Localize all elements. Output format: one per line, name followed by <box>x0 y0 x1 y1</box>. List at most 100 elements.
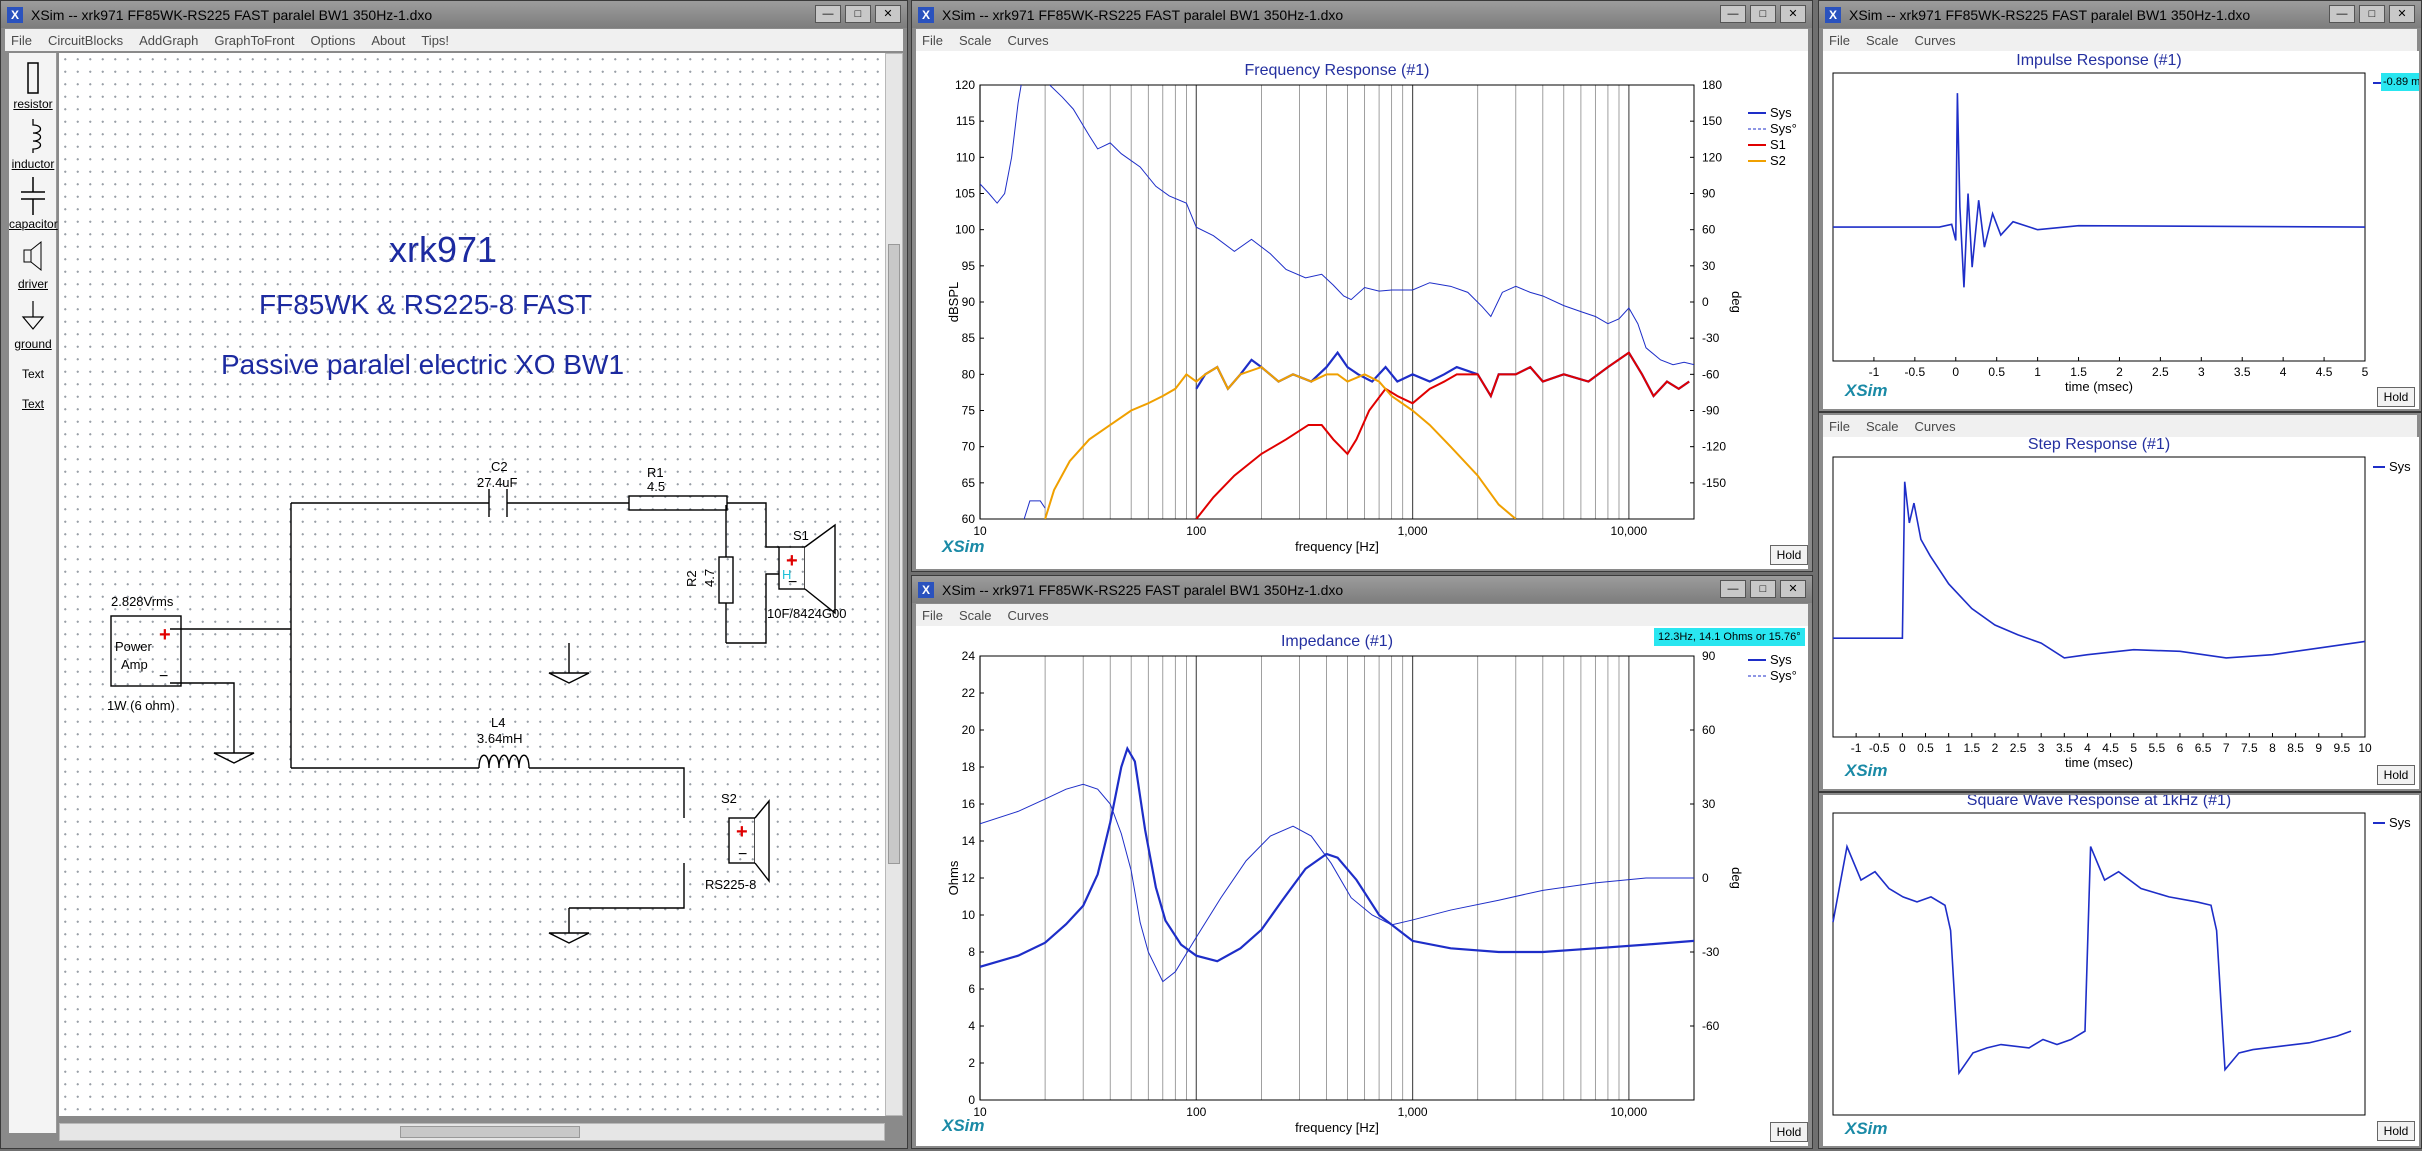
menu-file[interactable]: File <box>11 32 32 48</box>
x-tick-label: 100 <box>1186 1105 1206 1119</box>
y-tick-label: 120 <box>955 78 975 92</box>
palette-driver[interactable]: driver <box>17 277 48 291</box>
y2-axis-label: deg <box>1729 291 1744 313</box>
y2-tick-label: 60 <box>1702 223 1716 237</box>
circuit-titlebar[interactable]: X XSim -- xrk971 FF85WK-RS225 FAST paral… <box>1 1 907 28</box>
speaker-s2[interactable]: + − <box>728 799 770 884</box>
capacitor-icon[interactable] <box>19 177 47 215</box>
horizontal-scrollbar[interactable] <box>59 1123 885 1141</box>
s1-model: 10F/8424G00 <box>767 606 847 621</box>
step-menubar: File Scale Curves <box>1823 415 2417 437</box>
y2-tick-label: 150 <box>1702 114 1722 128</box>
x-tick-label: 100 <box>1186 524 1206 538</box>
resistor-r2[interactable] <box>718 556 734 604</box>
y-tick-label: 105 <box>955 187 975 201</box>
minimize-button[interactable]: — <box>815 5 841 23</box>
hold-button[interactable]: Hold <box>1770 545 1808 565</box>
menu-addgraph[interactable]: AddGraph <box>139 32 199 48</box>
x-tick-label: 10,000 <box>1611 1105 1648 1119</box>
x-tick-label: 3.5 <box>2234 365 2251 379</box>
maximize-button[interactable]: □ <box>1750 5 1776 23</box>
freq-menubar: File Scale Curves <box>916 29 1808 51</box>
resistor-icon[interactable] <box>23 61 43 95</box>
impulse-response-graph[interactable]: Impulse Response (#1) -1 -0.5 0 0.5 1 1.5 2 2.5 3… <box>1823 51 2419 409</box>
x-tick-label: 7.5 <box>2241 741 2258 755</box>
menu-options[interactable]: Options <box>310 32 356 48</box>
menu-scale[interactable]: Scale <box>1865 32 1899 48</box>
schematic-canvas[interactable]: xrk971 FF85WK & RS225-8 FAST Passive par… <box>59 53 885 1116</box>
svg-text:Amp: Amp <box>121 657 148 672</box>
menu-about[interactable]: About <box>371 32 406 48</box>
resistor-r1[interactable] <box>628 495 728 511</box>
palette-text[interactable]: Text <box>21 367 44 381</box>
amp-power: 1W (6 ohm) <box>107 698 175 713</box>
y2-tick-label: 90 <box>1702 187 1716 201</box>
menu-curves[interactable]: Curves <box>1007 607 1049 623</box>
menu-scale[interactable]: Scale <box>1865 418 1899 434</box>
r1-value: 4.5 <box>647 479 665 494</box>
xsim-app-icon: X <box>7 6 23 23</box>
y-tick-label: 2 <box>968 1056 975 1070</box>
hold-button[interactable]: Hold <box>2377 1121 2415 1141</box>
menu-curves[interactable]: Curves <box>1914 32 1956 48</box>
frequency-response-graph[interactable]: Frequency Response (#1) 60 65 70 75 80 85 90 95 1… <box>916 51 1808 569</box>
close-button[interactable]: ✕ <box>2389 5 2415 23</box>
power-amp[interactable]: + − Power Amp <box>110 615 182 687</box>
maximize-button[interactable]: □ <box>845 5 871 23</box>
ground-symbol[interactable] <box>548 672 590 684</box>
menu-graphtofront[interactable]: GraphToFront <box>214 32 295 48</box>
step-response-graph[interactable]: Step Response (#1) -1 -0.5 0 0.5 1 1.5 2 2.5 3 3.5… <box>1823 436 2419 789</box>
square-wave-graph[interactable]: Square Wave Response at 1kHz (#1) Sys XSi… <box>1823 792 2419 1146</box>
ground-symbol[interactable] <box>213 752 255 764</box>
menu-scale[interactable]: Scale <box>958 32 992 48</box>
hold-button[interactable]: Hold <box>2377 387 2415 407</box>
speaker-s1[interactable]: + − H <box>778 523 836 615</box>
ground-symbol[interactable] <box>548 932 590 944</box>
hold-button[interactable]: Hold <box>1770 1122 1808 1142</box>
palette-capacitor[interactable]: capacitor <box>9 217 58 231</box>
maximize-button[interactable]: □ <box>1750 580 1776 598</box>
close-button[interactable]: ✕ <box>1780 580 1806 598</box>
impulse-titlebar[interactable]: X XSim -- xrk971 FF85WK-RS225 FAST paral… <box>1819 1 2421 28</box>
driver-icon[interactable] <box>21 239 45 273</box>
inductor-l4[interactable] <box>478 754 530 769</box>
x-tick-label: 3.5 <box>2056 741 2073 755</box>
xsim-app-icon: X <box>1825 6 1841 23</box>
hold-button[interactable]: Hold <box>2377 765 2415 785</box>
close-button[interactable]: ✕ <box>1780 5 1806 23</box>
vertical-scrollbar[interactable] <box>885 53 903 1116</box>
capacitor-c2[interactable] <box>488 489 508 517</box>
plot-frame <box>1832 456 2366 738</box>
y2-tick-label: 90 <box>1702 649 1716 663</box>
menu-scale[interactable]: Scale <box>958 607 992 623</box>
y-tick-label: 110 <box>956 150 975 164</box>
menu-file[interactable]: File <box>922 607 943 623</box>
x-tick-label: 8.5 <box>2287 741 2304 755</box>
palette-ground[interactable]: ground <box>14 337 52 351</box>
menu-file[interactable]: File <box>1829 418 1850 434</box>
menu-file[interactable]: File <box>1829 32 1850 48</box>
minimize-button[interactable]: — <box>1720 580 1746 598</box>
freq-titlebar[interactable]: X XSim -- xrk971 FF85WK-RS225 FAST paral… <box>912 1 1812 28</box>
maximize-button[interactable]: □ <box>2359 5 2385 23</box>
menu-circuitblocks[interactable]: CircuitBlocks <box>47 32 124 48</box>
window-title: XSim -- xrk971 FF85WK-RS225 FAST paralel… <box>1849 6 2251 23</box>
close-button[interactable]: ✕ <box>875 5 901 23</box>
menu-tips[interactable]: Tips! <box>421 32 450 48</box>
minimize-button[interactable]: — <box>2329 5 2355 23</box>
menu-file[interactable]: File <box>922 32 943 48</box>
x-axis-label: time (msec) <box>2065 755 2133 770</box>
x-tick-label: 5 <box>2362 365 2369 379</box>
series-sys-phase <box>980 783 1694 983</box>
palette-inductor[interactable]: inductor <box>11 157 55 171</box>
inductor-icon[interactable] <box>21 119 45 153</box>
minimize-button[interactable]: — <box>1720 5 1746 23</box>
ground-icon[interactable] <box>21 299 45 333</box>
palette-resistor[interactable]: resistor <box>13 97 53 111</box>
palette-text-2[interactable]: Text <box>21 397 44 411</box>
menu-curves[interactable]: Curves <box>1914 418 1956 434</box>
imp-titlebar[interactable]: X XSim -- xrk971 FF85WK-RS225 FAST paral… <box>912 576 1812 603</box>
menu-curves[interactable]: Curves <box>1007 32 1049 48</box>
impedance-graph[interactable]: Impedance (#1) 0 2 4 6 8 10 12 14 16 18 20 22 24 -60 -3… <box>916 626 1808 1146</box>
xsim-logo: XSim <box>942 537 985 556</box>
